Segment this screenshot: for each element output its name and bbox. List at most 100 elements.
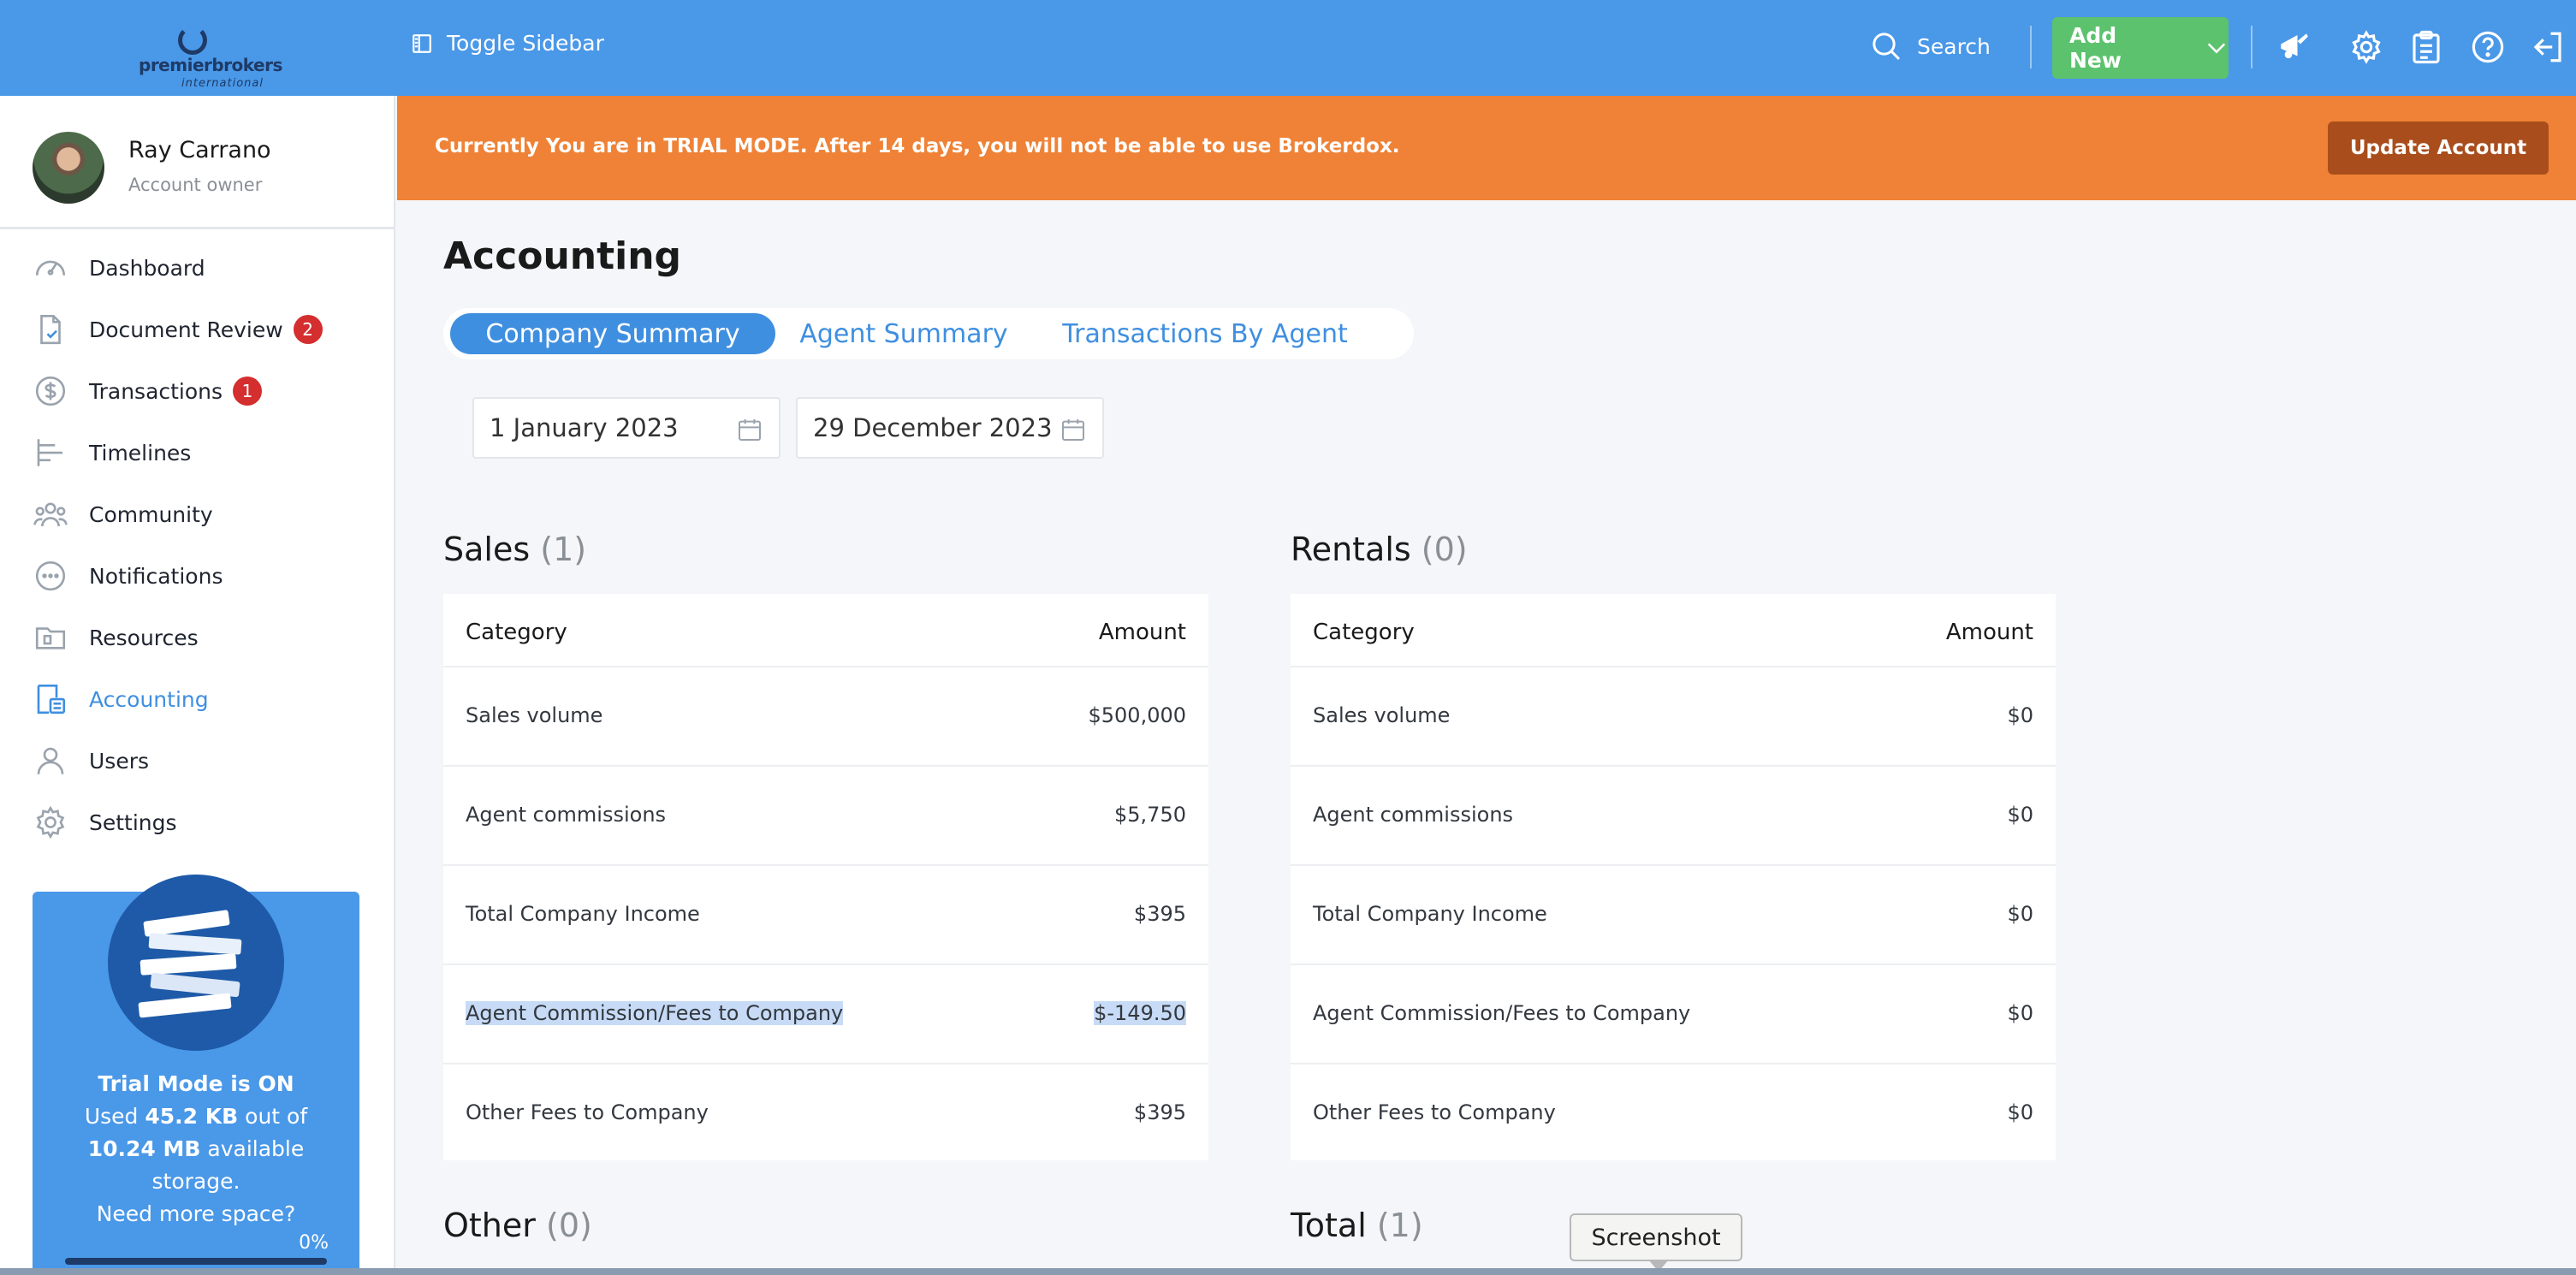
user-name: Ray Carrano [128, 137, 271, 163]
top-bar: premierbrokers international Toggle Side… [0, 0, 2576, 96]
rentals-section-title: Rentals (0) [1291, 531, 1468, 568]
date-from-input[interactable]: 1 January 2023 [472, 397, 781, 459]
page-title: Accounting [443, 234, 682, 278]
storage-progress-bar [65, 1258, 327, 1265]
row-category: Total Company Income [466, 902, 700, 926]
chat-bubble-icon [35, 560, 66, 591]
sidebar-item-document-review[interactable]: Document Review 2 [33, 308, 323, 351]
add-new-label: Add New [2069, 23, 2122, 73]
sidebar-item-community[interactable]: Community [33, 493, 213, 536]
need-more-space-link[interactable]: Need more space? [96, 1201, 296, 1226]
table-row: Agent commissions $0 [1291, 767, 2056, 866]
column-header-category: Category [1313, 620, 1415, 645]
sidebar-item-label: Transactions [89, 378, 223, 404]
sales-title: Sales [443, 531, 531, 568]
search-label: Search [1917, 33, 1991, 59]
table-row: Agent Commission/Fees to Company $0 [1291, 965, 2056, 1064]
trial-banner-text: Currently You are in TRIAL MODE. After 1… [435, 135, 1400, 157]
row-category: Agent commissions [466, 803, 667, 827]
sales-section-title: Sales (1) [443, 531, 586, 568]
row-amount: $5,750 [1114, 803, 1186, 827]
people-icon [33, 502, 68, 527]
trial-storage-word: storage. [151, 1169, 240, 1194]
row-category: Agent commissions [1313, 803, 1514, 827]
sidebar-item-dashboard[interactable]: Dashboard [33, 246, 205, 289]
sidebar-item-transactions[interactable]: Transactions 1 [33, 370, 263, 412]
logo-sub: international [181, 77, 264, 90]
column-header-amount: Amount [1945, 620, 2033, 645]
sidebar-item-settings[interactable]: Settings [33, 801, 177, 844]
tab-transactions-by-agent[interactable]: Transactions By Agent [1062, 318, 1348, 349]
table-row: Other Fees to Company $395 [443, 1064, 1208, 1164]
trial-used-prefix: Used [84, 1104, 139, 1129]
table-row: Agent commissions $5,750 [443, 767, 1208, 866]
sidebar-item-label: Timelines [89, 440, 192, 466]
row-amount: $-149.50 [1094, 1001, 1186, 1025]
sidebar-item-accounting[interactable]: Accounting [33, 678, 209, 721]
header-divider [2030, 26, 2032, 68]
user-role: Account owner [128, 175, 263, 195]
tab-company-summary[interactable]: Company Summary [450, 313, 775, 354]
tab-agent-summary[interactable]: Agent Summary [799, 318, 1008, 349]
document-check-icon [40, 314, 61, 345]
toggle-sidebar-label: Toggle Sidebar [447, 31, 604, 56]
chevron-down-icon [2207, 43, 2226, 54]
sidebar-item-timelines[interactable]: Timelines [33, 431, 191, 474]
gear-icon [36, 805, 65, 839]
table-row: Sales volume $0 [1291, 667, 2056, 767]
search-icon [1873, 33, 1901, 61]
avatar[interactable] [33, 132, 104, 204]
total-title: Total [1291, 1207, 1367, 1244]
sales-count: (1) [540, 531, 587, 568]
column-header-amount: Amount [1098, 620, 1186, 645]
user-profile[interactable]: Ray Carrano Account owner [0, 96, 395, 229]
user-icon [37, 747, 64, 774]
row-category: Agent Commission/Fees to Company [1313, 1001, 1691, 1025]
column-header-category: Category [466, 620, 567, 645]
sidebar: Ray Carrano Account owner Dashboard Docu… [0, 96, 395, 1275]
row-amount: $395 [1133, 1100, 1186, 1124]
sidebar-toggle-icon [413, 33, 431, 53]
update-account-button[interactable]: Update Account [2328, 122, 2549, 175]
row-category: Agent Commission/Fees to Company [466, 1001, 844, 1025]
folder-icon [35, 627, 66, 649]
date-to-input[interactable]: 29 December 2023 [796, 397, 1104, 459]
row-category: Other Fees to Company [1313, 1100, 1556, 1124]
logo-brand: premierbrokers [139, 55, 282, 75]
trial-info: Trial Mode is ON Used 45.2 KB out of 10.… [33, 1068, 359, 1231]
screenshot-tooltip: Screenshot [1570, 1213, 1742, 1272]
header-divider [2251, 26, 2253, 68]
logout-icon[interactable] [2530, 29, 2566, 65]
row-category: Sales volume [1313, 703, 1451, 727]
trial-used-suffix: out of [245, 1104, 308, 1129]
sidebar-item-users[interactable]: Users [33, 739, 149, 782]
row-amount: $0 [2007, 703, 2033, 727]
calendar-icon[interactable] [1059, 416, 1087, 443]
megaphone-icon[interactable] [2276, 29, 2312, 65]
sidebar-item-label: Resources [89, 625, 199, 650]
total-section-title: Total (1) [1291, 1207, 1423, 1244]
trial-title: Trial Mode is ON [98, 1071, 294, 1096]
toggle-sidebar-button[interactable]: Toggle Sidebar [411, 31, 604, 56]
row-amount: $0 [2007, 1100, 2033, 1124]
help-icon[interactable] [2470, 29, 2506, 65]
sidebar-item-notifications[interactable]: Notifications [33, 554, 223, 597]
sidebar-item-label: Users [89, 748, 150, 774]
calendar-icon[interactable] [736, 416, 763, 443]
calculator-icon [37, 684, 66, 715]
gear-icon[interactable] [2348, 29, 2384, 65]
sidebar-item-resources[interactable]: Resources [33, 616, 199, 659]
document-review-badge: 2 [293, 315, 323, 344]
company-logo[interactable]: premierbrokers international [128, 17, 282, 90]
date-from-value: 1 January 2023 [490, 413, 679, 442]
other-section-title: Other (0) [443, 1207, 592, 1244]
row-amount: $395 [1133, 902, 1186, 926]
search-button[interactable]: Search [1869, 29, 1991, 63]
add-new-button[interactable]: Add New [2052, 17, 2229, 79]
books-illustration [108, 875, 284, 1051]
sidebar-item-label: Dashboard [89, 255, 205, 281]
accounting-tabs: Company Summary Agent Summary Transactio… [443, 308, 1414, 359]
row-category: Other Fees to Company [466, 1100, 709, 1124]
clipboard-icon[interactable] [2408, 29, 2444, 65]
transactions-badge: 1 [233, 377, 263, 406]
